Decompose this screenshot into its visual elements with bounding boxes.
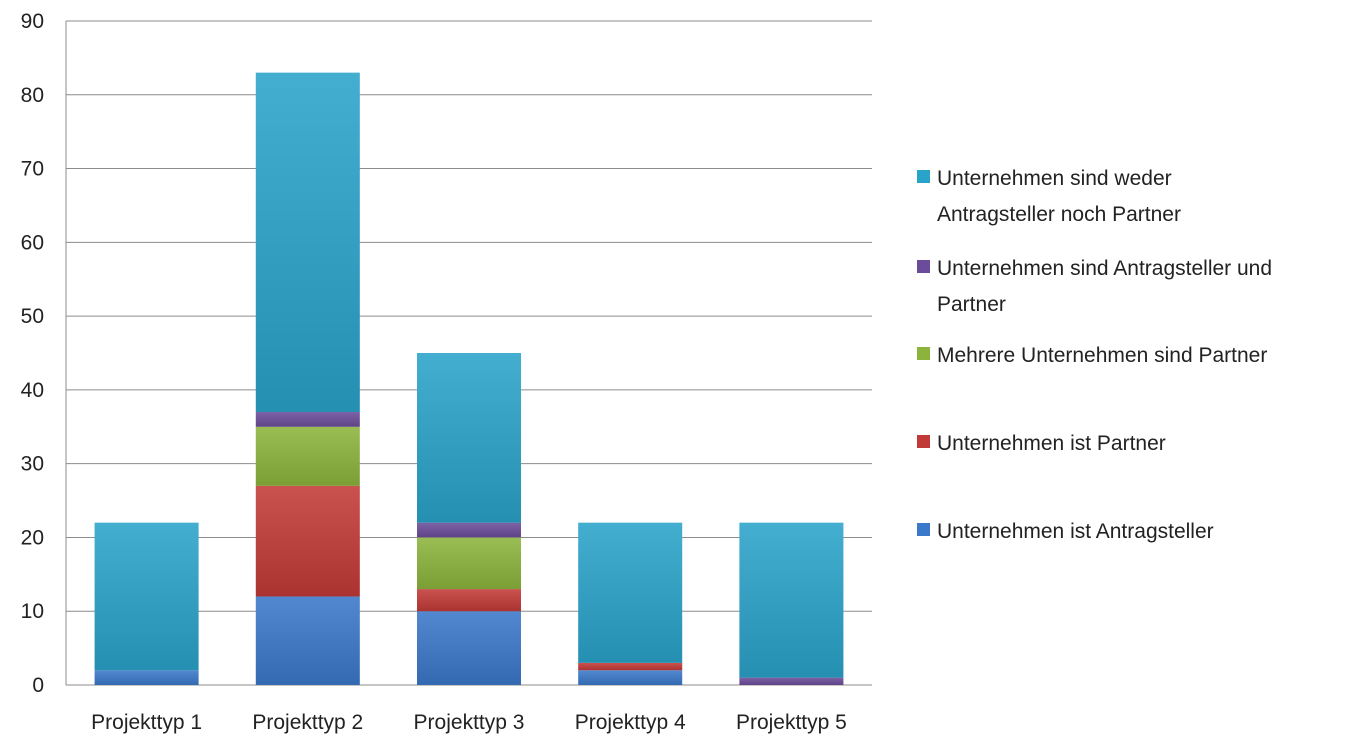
legend-label: Mehrere Unternehmen sind Partner [937,344,1267,367]
bar-segment [578,522,683,663]
bar-segment [578,670,683,685]
y-tick-label: 30 [21,453,44,476]
bar-segment-shade [94,670,199,685]
x-category-label: Projekttyp 3 [414,711,525,734]
legend-swatch [917,260,930,273]
legend-entry: Unternehmen sind Antragsteller und Partne… [917,257,1272,316]
y-tick-label: 80 [21,84,44,107]
legend-label: Unternehmen ist Antragsteller [937,520,1214,543]
x-category-label: Projekttyp 4 [575,711,686,734]
legend-entry: Unternehmen ist Partner [917,432,1166,455]
y-tick-label: 90 [21,10,44,33]
legend-label: Unternehmen sind Antragsteller und [937,257,1272,280]
bar-segment-shade [417,537,521,590]
bar-segment [417,522,521,538]
bar-segment [255,485,360,597]
legend-label: Partner [937,293,1006,316]
legend-label: Antragsteller noch Partner [937,203,1181,226]
bar-segment [94,670,199,685]
bar-segment [417,589,521,612]
bar-segment-shade [255,426,360,486]
bar-segment-shade [255,485,360,597]
legend-swatch [917,347,930,360]
bar-segment [255,412,360,427]
bar-segment-shade [255,412,360,427]
y-tick-label: 50 [21,305,44,328]
bar-segment [255,596,360,685]
bar-segment-shade [578,662,683,671]
bar-segment-shade [417,611,521,685]
y-tick-label: 60 [21,231,44,254]
y-tick-label: 0 [32,674,44,697]
x-category-label: Projekttyp 1 [91,711,202,734]
bar-segment-shade [94,522,199,671]
bar-segment-shade [255,72,360,413]
bar-segment-shade [578,522,683,663]
y-tick-label: 70 [21,158,44,181]
legend-swatch [917,435,930,448]
bar-segment-shade [739,522,844,678]
legend-entry: Mehrere Unternehmen sind Partner [917,344,1267,367]
x-axis-category-labels: Projekttyp 1 Projekttyp 2 Projekttyp 3 Proj… [91,711,847,734]
bar-segment [255,426,360,486]
x-category-label: Projekttyp 2 [252,711,363,734]
bar-segment-shade [255,596,360,685]
bar-segment-shade [417,353,521,523]
legend-label: Unternehmen ist Partner [937,432,1166,455]
legend-swatch [917,170,930,183]
bar-segment-shade [417,522,521,538]
legend-swatch [917,523,930,536]
bars [94,72,844,685]
bar-segment [739,522,844,678]
legend-entry: Unternehmen ist Antragsteller [917,520,1214,543]
bar-segment [417,611,521,685]
bar-segment [739,677,844,685]
bar-segment [255,72,360,413]
bar-segment [417,353,521,523]
y-tick-label: 20 [21,526,44,549]
bar-segment [417,537,521,590]
legend-label: Unternehmen sind weder [937,167,1172,190]
y-tick-label: 40 [21,379,44,402]
legend: Unternehmen sind weder Antragsteller noch… [917,167,1272,543]
y-tick-label: 10 [21,600,44,623]
bar-segment [578,662,683,671]
x-category-label: Projekttyp 5 [736,711,847,734]
y-axis-tick-labels: 0 10 20 30 40 50 60 70 80 90 [21,10,44,697]
bar-segment-shade [417,589,521,612]
bar-segment-shade [578,670,683,685]
legend-entry: Unternehmen sind weder Antragsteller noch… [917,167,1181,226]
bar-segment [94,522,199,671]
bar-segment-shade [739,677,844,685]
